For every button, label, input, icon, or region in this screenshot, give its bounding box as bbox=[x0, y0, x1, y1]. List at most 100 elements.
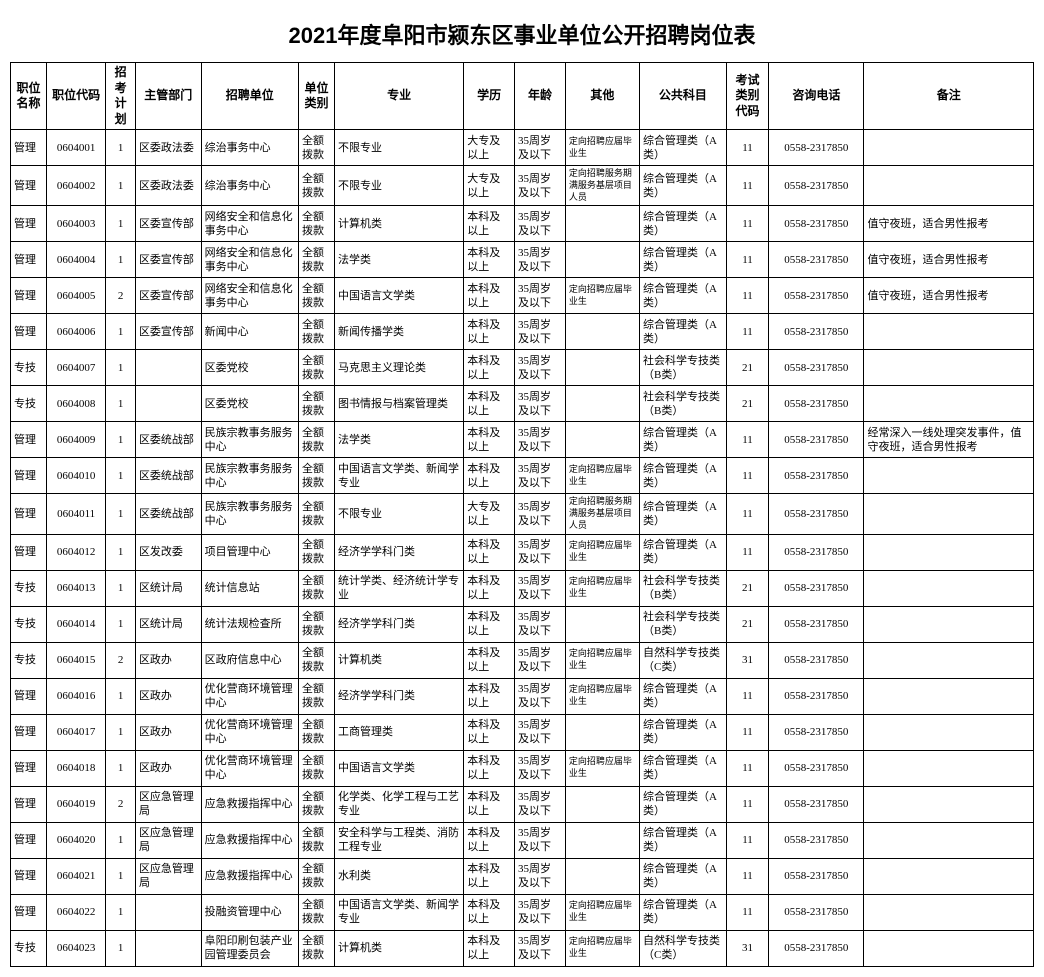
cell-type: 全额拨款 bbox=[299, 386, 335, 422]
cell-major: 法学类 bbox=[335, 242, 464, 278]
col-header: 其他 bbox=[565, 63, 639, 130]
cell-age: 35周岁及以下 bbox=[515, 894, 566, 930]
table-header-row: 职位名称 职位代码 招考计划 主管部门 招聘单位 单位类别 专业 学历 年龄 其… bbox=[11, 63, 1034, 130]
cell-edu: 本科及以上 bbox=[464, 422, 515, 458]
cell-age: 35周岁及以下 bbox=[515, 494, 566, 534]
cell-name: 管理 bbox=[11, 894, 47, 930]
cell-unit: 应急救援指挥中心 bbox=[201, 822, 298, 858]
cell-remark bbox=[864, 858, 1034, 894]
cell-code: 0604009 bbox=[47, 422, 106, 458]
cell-age: 35周岁及以下 bbox=[515, 858, 566, 894]
cell-major: 计算机类 bbox=[335, 930, 464, 966]
cell-subj: 综合管理类（A类） bbox=[639, 714, 726, 750]
table-row: 专技06040152区政办区政府信息中心全额拨款计算机类本科及以上35周岁及以下… bbox=[11, 642, 1034, 678]
cell-code: 0604007 bbox=[47, 350, 106, 386]
cell-phone: 0558-2317850 bbox=[769, 494, 864, 534]
cell-phone: 0558-2317850 bbox=[769, 930, 864, 966]
cell-subj: 综合管理类（A类） bbox=[639, 206, 726, 242]
cell-subj: 综合管理类（A类） bbox=[639, 422, 726, 458]
cell-phone: 0558-2317850 bbox=[769, 894, 864, 930]
cell-dept: 区委政法委 bbox=[135, 166, 201, 206]
cell-major: 工商管理类 bbox=[335, 714, 464, 750]
cell-unit: 阜阳印刷包装产业园管理委员会 bbox=[201, 930, 298, 966]
cell-name: 管理 bbox=[11, 278, 47, 314]
col-header: 备注 bbox=[864, 63, 1034, 130]
cell-type: 全额拨款 bbox=[299, 606, 335, 642]
cell-phone: 0558-2317850 bbox=[769, 386, 864, 422]
cell-phone: 0558-2317850 bbox=[769, 242, 864, 278]
cell-dept: 区政办 bbox=[135, 642, 201, 678]
cell-unit: 优化营商环境管理中心 bbox=[201, 714, 298, 750]
cell-subj: 自然科学专技类（C类） bbox=[639, 930, 726, 966]
cell-major: 经济学学科门类 bbox=[335, 678, 464, 714]
cell-name: 专技 bbox=[11, 386, 47, 422]
cell-major: 统计学类、经济统计学专业 bbox=[335, 570, 464, 606]
cell-age: 35周岁及以下 bbox=[515, 278, 566, 314]
table-row: 专技06040071区委党校全额拨款马克思主义理论类本科及以上35周岁及以下社会… bbox=[11, 350, 1034, 386]
cell-code: 0604014 bbox=[47, 606, 106, 642]
cell-type: 全额拨款 bbox=[299, 678, 335, 714]
cell-exam: 11 bbox=[726, 278, 768, 314]
cell-plan: 2 bbox=[106, 642, 136, 678]
cell-code: 0604016 bbox=[47, 678, 106, 714]
cell-plan: 1 bbox=[106, 714, 136, 750]
col-header: 咨询电话 bbox=[769, 63, 864, 130]
cell-plan: 1 bbox=[106, 534, 136, 570]
cell-plan: 1 bbox=[106, 422, 136, 458]
cell-dept: 区政办 bbox=[135, 750, 201, 786]
cell-subj: 社会科学专技类（B类） bbox=[639, 350, 726, 386]
cell-code: 0604010 bbox=[47, 458, 106, 494]
cell-dept: 区应急管理局 bbox=[135, 822, 201, 858]
table-row: 管理06040181区政办优化营商环境管理中心全额拨款中国语言文学类本科及以上3… bbox=[11, 750, 1034, 786]
cell-remark bbox=[864, 350, 1034, 386]
cell-unit: 应急救援指挥中心 bbox=[201, 858, 298, 894]
cell-code: 0604020 bbox=[47, 822, 106, 858]
cell-exam: 11 bbox=[726, 894, 768, 930]
cell-type: 全额拨款 bbox=[299, 894, 335, 930]
cell-other: 定向招聘应届毕业生 bbox=[565, 570, 639, 606]
cell-subj: 综合管理类（A类） bbox=[639, 494, 726, 534]
cell-phone: 0558-2317850 bbox=[769, 422, 864, 458]
table-row: 管理06040171区政办优化营商环境管理中心全额拨款工商管理类本科及以上35周… bbox=[11, 714, 1034, 750]
cell-code: 0604005 bbox=[47, 278, 106, 314]
cell-dept bbox=[135, 386, 201, 422]
cell-age: 35周岁及以下 bbox=[515, 678, 566, 714]
cell-phone: 0558-2317850 bbox=[769, 534, 864, 570]
cell-name: 管理 bbox=[11, 858, 47, 894]
cell-subj: 综合管理类（A类） bbox=[639, 858, 726, 894]
cell-remark bbox=[864, 606, 1034, 642]
cell-age: 35周岁及以下 bbox=[515, 206, 566, 242]
cell-dept: 区委统战部 bbox=[135, 458, 201, 494]
cell-other: 定向招聘应届毕业生 bbox=[565, 678, 639, 714]
cell-age: 35周岁及以下 bbox=[515, 242, 566, 278]
cell-dept: 区统计局 bbox=[135, 606, 201, 642]
cell-type: 全额拨款 bbox=[299, 714, 335, 750]
table-row: 管理06040052区委宣传部网络安全和信息化事务中心全额拨款中国语言文学类本科… bbox=[11, 278, 1034, 314]
cell-remark bbox=[864, 386, 1034, 422]
cell-plan: 2 bbox=[106, 786, 136, 822]
cell-subj: 综合管理类（A类） bbox=[639, 894, 726, 930]
cell-age: 35周岁及以下 bbox=[515, 458, 566, 494]
cell-unit: 民族宗教事务服务中心 bbox=[201, 422, 298, 458]
cell-exam: 11 bbox=[726, 534, 768, 570]
cell-plan: 2 bbox=[106, 278, 136, 314]
cell-dept: 区政办 bbox=[135, 714, 201, 750]
cell-major: 不限专业 bbox=[335, 130, 464, 166]
cell-unit: 网络安全和信息化事务中心 bbox=[201, 242, 298, 278]
cell-exam: 11 bbox=[726, 242, 768, 278]
table-row: 专技06040141区统计局统计法规检查所全额拨款经济学学科门类本科及以上35周… bbox=[11, 606, 1034, 642]
cell-edu: 本科及以上 bbox=[464, 858, 515, 894]
cell-remark bbox=[864, 314, 1034, 350]
cell-edu: 本科及以上 bbox=[464, 786, 515, 822]
cell-code: 0604003 bbox=[47, 206, 106, 242]
cell-unit: 民族宗教事务服务中心 bbox=[201, 494, 298, 534]
cell-edu: 本科及以上 bbox=[464, 570, 515, 606]
col-header: 公共科目 bbox=[639, 63, 726, 130]
cell-phone: 0558-2317850 bbox=[769, 278, 864, 314]
cell-name: 管理 bbox=[11, 678, 47, 714]
cell-plan: 1 bbox=[106, 386, 136, 422]
cell-other: 定向招聘服务期满服务基层项目人员 bbox=[565, 166, 639, 206]
cell-name: 管理 bbox=[11, 714, 47, 750]
col-header: 专业 bbox=[335, 63, 464, 130]
cell-remark bbox=[864, 786, 1034, 822]
